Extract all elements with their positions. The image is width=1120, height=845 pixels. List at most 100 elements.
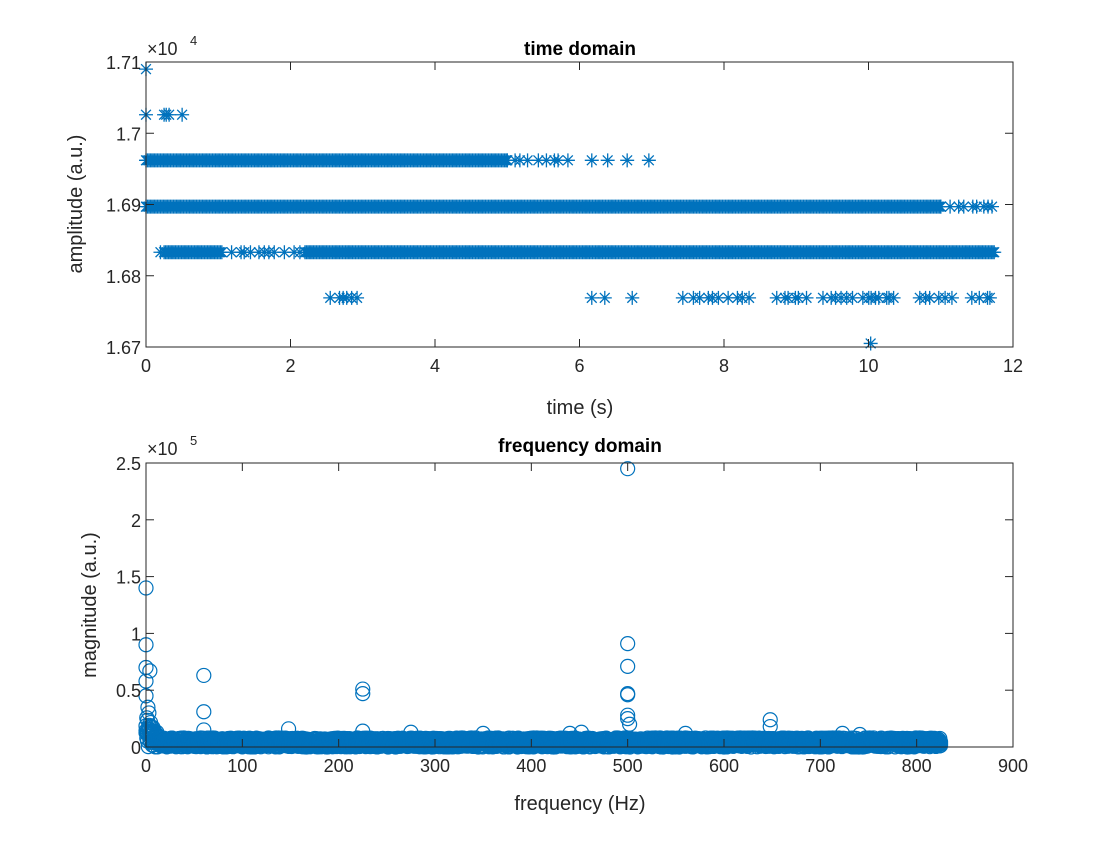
frequency-domain-exponent: 5 [190, 433, 197, 448]
data-point-asterisk [500, 153, 515, 168]
data-point-circle [196, 722, 212, 738]
data-point-asterisk [972, 290, 987, 305]
data-point-circle [932, 737, 949, 754]
time-domain-ticks: 0 2 4 6 8 10 121.671.681.691.71.71 [106, 53, 1023, 376]
data-point-circle [620, 710, 636, 727]
x-tick-label: 12 [1003, 356, 1023, 376]
x-tick-label: 700 [805, 756, 835, 776]
data-point-asterisk [845, 290, 860, 305]
data-point-asterisk [985, 199, 1000, 214]
data-point-circle [142, 663, 158, 679]
time-domain-ylabel: amplitude (a.u.) [65, 135, 87, 274]
y-tick-label: 1.67 [106, 338, 141, 358]
data-point-asterisk [153, 245, 168, 260]
data-point-circle [620, 686, 636, 702]
x-tick-label: 600 [709, 756, 739, 776]
data-point-asterisk [520, 153, 535, 168]
data-point-asterisk [969, 199, 984, 214]
data-point-circle [620, 658, 636, 674]
data-point-asterisk [512, 153, 527, 168]
data-point-asterisk [292, 245, 307, 260]
data-point-asterisk [769, 290, 784, 305]
y-tick-label: 1.7 [116, 124, 141, 144]
data-point-circle [403, 724, 419, 740]
data-point-asterisk [815, 290, 830, 305]
data-point-asterisk [871, 290, 886, 305]
data-point-circle [573, 724, 590, 740]
y-tick-label: 2 [131, 511, 141, 531]
data-point-asterisk [277, 245, 292, 260]
y-tick-label: 1 [131, 624, 141, 644]
data-point-asterisk [214, 245, 229, 260]
data-point-asterisk [531, 153, 546, 168]
data-point-circle [762, 712, 778, 728]
time-domain-exponent-base: ×10 [147, 39, 178, 59]
data-point-asterisk [742, 290, 757, 305]
data-point-asterisk [560, 153, 575, 168]
time-domain-exponent: 4 [190, 33, 197, 48]
data-point-circle [562, 725, 578, 741]
data-point-circle [621, 716, 638, 732]
frequency-domain-title: frequency domain [498, 436, 662, 457]
data-point-asterisk [641, 153, 656, 168]
data-point-circle [620, 687, 636, 703]
data-point-asterisk [922, 290, 937, 305]
data-point-asterisk [175, 107, 190, 122]
data-point-circle [196, 667, 212, 684]
frequency-domain-xlabel: frequency (Hz) [514, 793, 645, 815]
x-tick-label: 10 [858, 356, 878, 376]
data-point-asterisk [943, 199, 958, 214]
time-domain-axes: 0 2 4 6 8 10 121.671.681.691.71.71 time domain… [65, 33, 1023, 419]
data-point-asterisk [721, 290, 736, 305]
data-point-circle [932, 734, 949, 750]
data-point-asterisk [987, 245, 1002, 260]
data-point-circle [141, 705, 157, 721]
data-point-asterisk [675, 290, 690, 305]
y-tick-label: 2.5 [116, 454, 141, 474]
data-point-asterisk [944, 290, 959, 305]
data-point-circle [475, 725, 491, 741]
data-point-circle [140, 699, 156, 715]
data-point-asterisk [350, 290, 365, 305]
data-point-asterisk [863, 336, 878, 351]
data-point-circle [834, 725, 851, 741]
data-point-circle [355, 723, 371, 739]
frequency-domain-exponent-base: ×10 [147, 439, 178, 459]
data-point-asterisk [799, 290, 814, 305]
frequency-domain-axes-box [145, 462, 1014, 748]
data-point-asterisk [267, 245, 282, 260]
data-point-circle [762, 718, 778, 735]
x-tick-label: 300 [420, 756, 450, 776]
time-domain-title: time domain [524, 39, 636, 60]
x-tick-label: 100 [227, 756, 257, 776]
frequency-domain-axes: 0 100 200 300 400 500 600 700 800 90000.511.522.5… [79, 433, 1028, 815]
data-point-circle [677, 725, 694, 741]
data-point-asterisk [597, 290, 612, 305]
x-tick-label: 2 [285, 356, 295, 376]
x-tick-label: 8 [719, 356, 729, 376]
y-tick-label: 0.5 [116, 681, 141, 701]
data-point-asterisk [162, 107, 177, 122]
data-point-circle [355, 681, 371, 697]
x-tick-label: 4 [430, 356, 440, 376]
data-point-circle [620, 707, 636, 723]
data-point-asterisk [224, 245, 239, 260]
x-tick-label: 0 [141, 756, 151, 776]
data-point-asterisk [584, 153, 599, 168]
data-point-asterisk [791, 290, 806, 305]
data-point-asterisk [692, 290, 707, 305]
data-point-circle [280, 721, 297, 737]
data-point-asterisk [243, 245, 258, 260]
frequency-domain-markers [138, 461, 949, 755]
data-point-circle [620, 461, 636, 477]
data-point-asterisk [625, 290, 640, 305]
y-tick-label: 1.68 [106, 267, 141, 287]
data-point-asterisk [584, 290, 599, 305]
data-point-circle [196, 704, 212, 720]
data-point-asterisk [886, 290, 901, 305]
frequency-domain-ylabel: magnitude (a.u.) [79, 532, 101, 678]
data-point-circle [620, 636, 636, 652]
x-tick-label: 500 [613, 756, 643, 776]
data-point-asterisk [964, 290, 979, 305]
